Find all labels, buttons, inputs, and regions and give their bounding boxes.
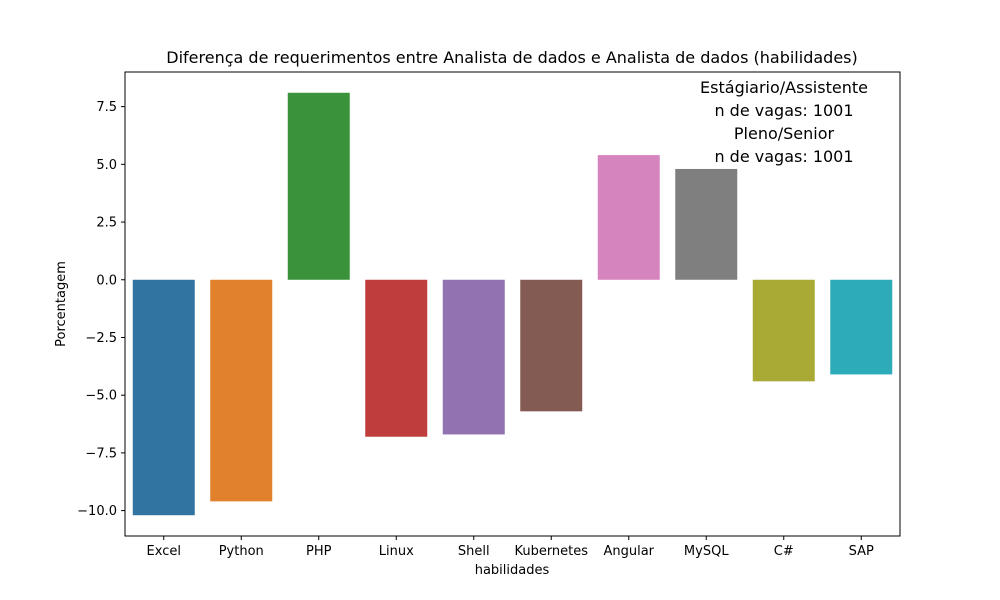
bar-angular xyxy=(597,155,660,280)
annotation-line: n de vagas: 1001 xyxy=(714,147,853,166)
bar-python xyxy=(210,279,273,502)
y-tick-label: 2.5 xyxy=(96,216,117,231)
y-tick-label: −10.0 xyxy=(77,504,117,519)
x-tick-label-linux: Linux xyxy=(379,544,414,559)
annotation-line: Estágiario/Assistente xyxy=(700,78,868,97)
plot-frame xyxy=(124,71,901,537)
y-axis-label: Porcentagem xyxy=(54,261,69,347)
x-tick-label-csharp: C# xyxy=(774,544,794,559)
annotation-line: n de vagas: 1001 xyxy=(714,101,853,120)
y-tick-label: 0.0 xyxy=(96,273,117,288)
bar-excel xyxy=(132,279,195,516)
y-tick-label: 7.5 xyxy=(96,100,117,115)
vacancy-annotation: Estágiario/Assistente n de vagas: 1001 Ple… xyxy=(700,78,868,166)
bar-kubernetes xyxy=(520,279,583,412)
bars-group xyxy=(132,92,893,516)
x-tick-label-php: PHP xyxy=(306,544,332,559)
x-tick-label-shell: Shell xyxy=(458,544,490,559)
bar-shell xyxy=(442,279,505,435)
x-tick-label-sap: SAP xyxy=(849,544,874,559)
x-axis-label: habilidades xyxy=(475,563,550,578)
y-tick-label: −7.5 xyxy=(85,446,117,461)
x-axis: Excel Python PHP Linux Shell Kubernetes Angula… xyxy=(147,536,874,559)
x-tick-label-mysql: MySQL xyxy=(684,544,729,559)
chart-title: Diferença de requerimentos entre Analist… xyxy=(166,48,857,67)
y-axis: −10.0 −7.5 −5.0 −2.5 0.0 2.5 5.0 7.5 xyxy=(77,100,125,519)
bar-php xyxy=(287,92,350,280)
y-tick-label: −2.5 xyxy=(85,331,117,346)
x-tick-label-angular: Angular xyxy=(603,544,654,559)
bar-sap xyxy=(830,279,893,375)
bar-linux xyxy=(365,279,428,437)
y-tick-label: −5.0 xyxy=(85,389,117,404)
bar-csharp xyxy=(752,279,815,382)
bar-mysql xyxy=(675,168,738,280)
x-tick-label-excel: Excel xyxy=(147,544,181,559)
annotation-line: Pleno/Senior xyxy=(734,124,835,143)
x-tick-label-python: Python xyxy=(219,544,264,559)
x-tick-label-kubernetes: Kubernetes xyxy=(514,544,588,559)
y-tick-label: 5.0 xyxy=(96,158,117,173)
